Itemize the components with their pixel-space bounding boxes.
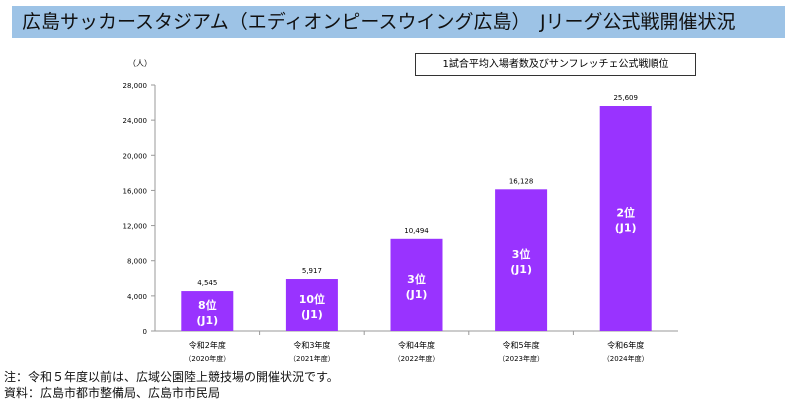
- value-label: 5,917: [302, 267, 322, 275]
- y-axis-unit: （人）: [128, 59, 152, 68]
- bar: [599, 106, 652, 331]
- rank-label: 3位: [512, 247, 531, 261]
- league-label: (J1): [615, 222, 637, 235]
- x-tick-sublabel: （2023年度）: [498, 354, 544, 363]
- y-tick-label: 16,000: [123, 187, 148, 195]
- league-label: (J1): [301, 308, 323, 321]
- y-tick-label: 8,000: [127, 258, 147, 266]
- value-label: 16,128: [509, 177, 534, 185]
- value-label: 4,545: [197, 279, 217, 287]
- x-tick-label: 令和2年度: [189, 340, 226, 350]
- y-tick-label: 12,000: [123, 223, 148, 231]
- chart-legend: 1試合平均入場者数及びサンフレッチェ公式戦順位: [415, 53, 696, 76]
- x-tick-label: 令和6年度: [607, 340, 644, 350]
- y-tick-label: 28,000: [123, 82, 148, 90]
- footnote: 注：令和５年度以前は、広域公園陸上競技場の開催状況です。: [4, 370, 339, 384]
- league-label: (J1): [196, 314, 218, 327]
- x-tick-sublabel: （2020年度）: [184, 354, 230, 363]
- bar: [495, 189, 548, 331]
- bar: [390, 238, 443, 331]
- x-tick-sublabel: （2021年度）: [289, 354, 335, 363]
- x-tick-label: 令和3年度: [293, 340, 330, 350]
- league-label: (J1): [510, 263, 532, 276]
- x-tick-label: 令和4年度: [398, 340, 435, 350]
- x-tick-label: 令和5年度: [503, 340, 540, 350]
- rank-label: 8位: [198, 298, 217, 312]
- y-tick-label: 4,000: [127, 293, 147, 301]
- x-tick-sublabel: （2024年度）: [603, 354, 649, 363]
- bar: [181, 291, 234, 331]
- league-label: (J1): [406, 288, 428, 301]
- y-tick-label: 24,000: [123, 117, 148, 125]
- source-note: 資料：広島市都市整備局、広島市市民局: [4, 386, 221, 400]
- rank-label: 10位: [299, 292, 325, 306]
- bar: [285, 279, 338, 331]
- value-label: 10,494: [404, 227, 429, 235]
- y-tick-label: 0: [143, 328, 147, 336]
- y-tick-label: 20,000: [123, 152, 148, 160]
- rank-label: 2位: [616, 206, 635, 220]
- value-label: 25,609: [613, 94, 638, 102]
- page-title: 広島サッカースタジアム（エディオンピースウイング広島） Jリーグ公式戦開催状況: [12, 6, 785, 38]
- x-tick-sublabel: （2022年度）: [394, 354, 440, 363]
- rank-label: 3位: [407, 272, 426, 286]
